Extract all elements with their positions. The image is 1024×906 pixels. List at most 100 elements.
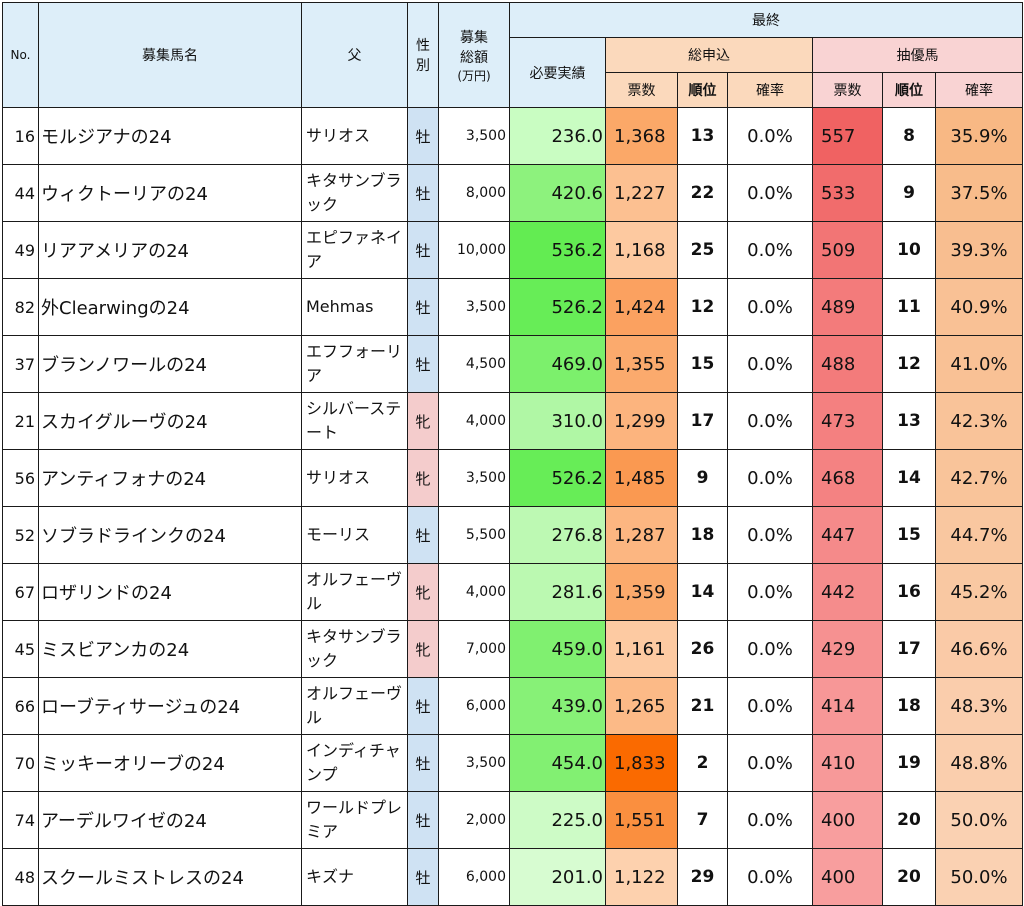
- amount-cell: 6,000: [438, 677, 510, 735]
- apps-prob-cell: 0.0%: [727, 449, 813, 507]
- sire-name: オルフェーヴル: [301, 563, 408, 621]
- apps-votes-cell: 1,299: [605, 392, 678, 450]
- amount-cell: 3,500: [438, 734, 510, 792]
- sex-cell: 牝: [407, 392, 439, 450]
- row-no: 67: [2, 563, 39, 621]
- prio-rank-cell: 17: [882, 620, 936, 678]
- prio-votes-cell: 557: [812, 107, 883, 165]
- header-no: No.: [2, 2, 39, 108]
- sex-cell: 牝: [407, 620, 439, 678]
- row-no: 74: [2, 791, 39, 849]
- apps-votes-cell: 1,355: [605, 335, 678, 393]
- sex-cell: 牡: [407, 677, 439, 735]
- apps-rank-cell: 29: [677, 848, 728, 906]
- required-cell: 526.2: [509, 449, 606, 507]
- prio-prob-cell: 40.9%: [934, 278, 1024, 336]
- sire-name: シルバーステート: [301, 392, 408, 450]
- sex-cell: 牡: [407, 107, 439, 165]
- header-prio-prob: 確率: [934, 72, 1024, 108]
- required-cell: 469.0: [509, 335, 606, 393]
- apps-prob-cell: 0.0%: [727, 734, 813, 792]
- table-row: 16 モルジアナの24 サリオス牡 3,500 236.0 1,368 13 0.0% 557 8…: [2, 107, 1024, 165]
- apps-rank-cell: 13: [677, 107, 728, 165]
- horse-name: ウィクトーリアの24: [38, 164, 302, 222]
- prio-prob-cell: 48.3%: [934, 677, 1024, 735]
- apps-rank-cell: 12: [677, 278, 728, 336]
- sex-cell: 牡: [407, 278, 439, 336]
- sire-name: ワールドプレミア: [301, 791, 408, 849]
- apps-rank-cell: 22: [677, 164, 728, 222]
- apps-prob-cell: 0.0%: [727, 848, 813, 906]
- amount-cell: 7,000: [438, 620, 510, 678]
- prio-rank-cell: 20: [882, 848, 936, 906]
- prio-prob-cell: 46.6%: [934, 620, 1024, 678]
- table-row: 37 ブランノワールの24 エフフォーリア牡 4,500 469.0 1,355 15 0.0…: [2, 335, 1024, 393]
- apps-votes-cell: 1,161: [605, 620, 678, 678]
- apps-votes-cell: 1,359: [605, 563, 678, 621]
- prio-votes-cell: 533: [812, 164, 883, 222]
- required-cell: 439.0: [509, 677, 606, 735]
- table-row: 66 ローブティサージュの24 オルフェーヴル牡 6,000 439.0 1,265 21 0…: [2, 677, 1024, 735]
- row-no: 56: [2, 449, 39, 507]
- prio-votes-cell: 414: [812, 677, 883, 735]
- required-cell: 310.0: [509, 392, 606, 450]
- prio-prob-cell: 45.2%: [934, 563, 1024, 621]
- prio-prob-cell: 35.9%: [934, 107, 1024, 165]
- required-cell: 526.2: [509, 278, 606, 336]
- prio-rank-cell: 16: [882, 563, 936, 621]
- horse-name: ソブラドラインクの24: [38, 506, 302, 564]
- row-no: 16: [2, 107, 39, 165]
- apps-rank-cell: 9: [677, 449, 728, 507]
- header-amount: 募集 総額 (万円): [438, 2, 510, 108]
- prio-rank-cell: 14: [882, 449, 936, 507]
- sire-name: サリオス: [301, 107, 408, 165]
- apps-votes-cell: 1,833: [605, 734, 678, 792]
- header-apps-prob: 確率: [727, 72, 813, 108]
- sex-cell: 牡: [407, 734, 439, 792]
- apps-prob-cell: 0.0%: [727, 164, 813, 222]
- amount-cell: 3,500: [438, 278, 510, 336]
- apps-votes-cell: 1,122: [605, 848, 678, 906]
- prio-rank-cell: 20: [882, 791, 936, 849]
- table-row: 70 ミッキーオリーブの24 インディチャンプ牡 3,500 454.0 1,833 2 0.…: [2, 734, 1024, 792]
- horse-name: 外Clearwingの24: [38, 278, 302, 336]
- sire-name: エピファネイア: [301, 221, 408, 279]
- sex-cell: 牝: [407, 449, 439, 507]
- apps-rank-cell: 21: [677, 677, 728, 735]
- header-sire: 父: [301, 2, 408, 108]
- sire-name: エフフォーリア: [301, 335, 408, 393]
- apps-prob-cell: 0.0%: [727, 335, 813, 393]
- sire-name: キズナ: [301, 848, 408, 906]
- prio-votes-cell: 473: [812, 392, 883, 450]
- row-no: 70: [2, 734, 39, 792]
- sire-name: オルフェーヴル: [301, 677, 408, 735]
- horse-name: ミッキーオリーブの24: [38, 734, 302, 792]
- sire-name: キタサンブラック: [301, 164, 408, 222]
- sex-cell: 牡: [407, 164, 439, 222]
- apps-rank-cell: 7: [677, 791, 728, 849]
- amount-cell: 3,500: [438, 449, 510, 507]
- prio-votes-cell: 400: [812, 848, 883, 906]
- row-no: 44: [2, 164, 39, 222]
- apps-rank-cell: 17: [677, 392, 728, 450]
- row-no: 52: [2, 506, 39, 564]
- row-no: 82: [2, 278, 39, 336]
- header-prio-rank: 順位: [882, 72, 936, 108]
- header-prio-votes: 票数: [812, 72, 883, 108]
- prio-rank-cell: 19: [882, 734, 936, 792]
- apps-prob-cell: 0.0%: [727, 563, 813, 621]
- sire-name: サリオス: [301, 449, 408, 507]
- prio-votes-cell: 447: [812, 506, 883, 564]
- prio-prob-cell: 50.0%: [934, 791, 1024, 849]
- required-cell: 459.0: [509, 620, 606, 678]
- apps-prob-cell: 0.0%: [727, 677, 813, 735]
- apps-rank-cell: 18: [677, 506, 728, 564]
- table-row: 56 アンティフォナの24 サリオス牝 3,500 526.2 1,485 9 0.0% 468…: [2, 449, 1024, 507]
- table-row: 49 リアアメリアの24 エピファネイア牡 10,000 536.2 1,168 25 0.0…: [2, 221, 1024, 279]
- sex-cell: 牡: [407, 335, 439, 393]
- table-row: 52 ソブラドラインクの24 モーリス牡 5,500 276.8 1,287 18 0.0% 4…: [2, 506, 1024, 564]
- prio-votes-cell: 468: [812, 449, 883, 507]
- row-no: 66: [2, 677, 39, 735]
- required-cell: 454.0: [509, 734, 606, 792]
